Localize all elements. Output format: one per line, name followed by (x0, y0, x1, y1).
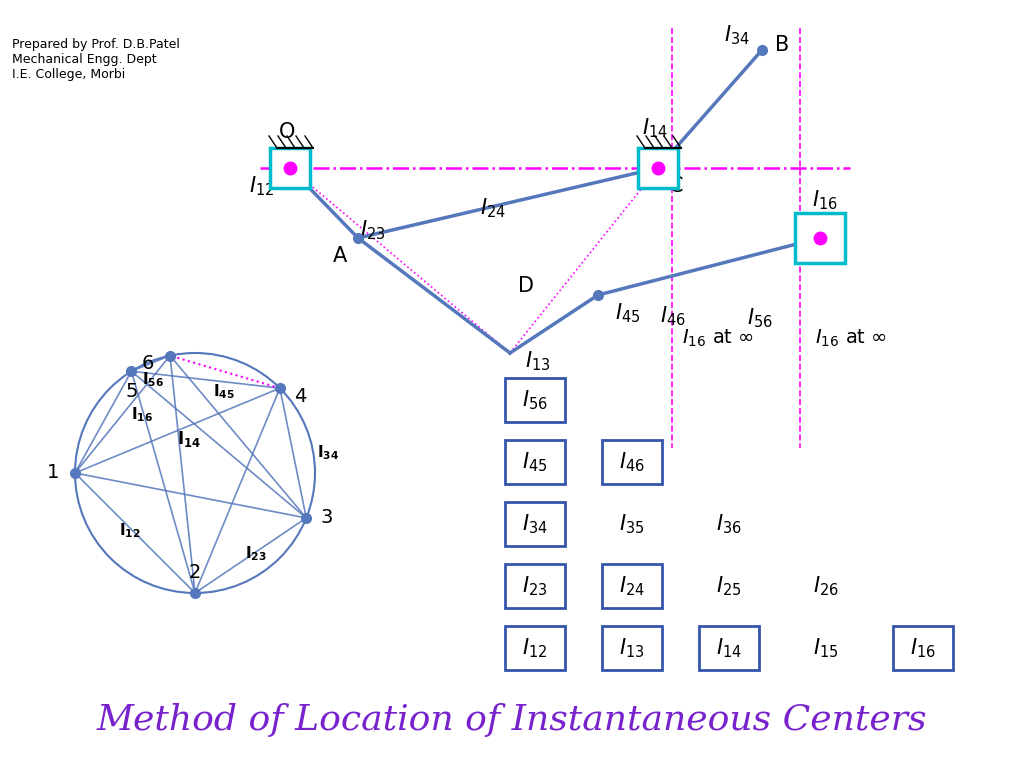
FancyBboxPatch shape (505, 440, 565, 484)
Text: $I_{16}$: $I_{16}$ (812, 188, 838, 212)
Text: $I_{35}$: $I_{35}$ (620, 512, 645, 536)
Text: $I_{16}\ \mathrm{at}\ \infty$: $I_{16}\ \mathrm{at}\ \infty$ (815, 327, 887, 349)
Text: $\mathbf{I_{34}}$: $\mathbf{I_{34}}$ (317, 444, 339, 462)
Text: $I_{15}$: $I_{15}$ (813, 636, 839, 660)
Text: 1: 1 (47, 464, 59, 482)
FancyBboxPatch shape (893, 626, 953, 670)
FancyBboxPatch shape (638, 148, 678, 188)
Text: 3: 3 (321, 508, 333, 528)
FancyBboxPatch shape (505, 378, 565, 422)
Text: $I_{56}$: $I_{56}$ (748, 306, 773, 329)
Text: Prepared by Prof. D.B.Patel
Mechanical Engg. Dept
I.E. College, Morbi: Prepared by Prof. D.B.Patel Mechanical E… (12, 38, 180, 81)
Text: 4: 4 (294, 386, 306, 406)
Text: $\mathbf{I_{23}}$: $\mathbf{I_{23}}$ (245, 544, 266, 563)
Text: $I_{14}$: $I_{14}$ (642, 116, 668, 140)
Text: $I_{16}\ \mathrm{at}\ \infty$: $I_{16}\ \mathrm{at}\ \infty$ (682, 327, 754, 349)
Text: $I_{13}$: $I_{13}$ (525, 349, 551, 372)
Text: $I_{26}$: $I_{26}$ (813, 574, 839, 598)
Text: $I_{14}$: $I_{14}$ (716, 636, 742, 660)
FancyBboxPatch shape (270, 148, 310, 188)
Text: $I_{34}$: $I_{34}$ (522, 512, 548, 536)
Text: $\mathbf{I_{14}}$: $\mathbf{I_{14}}$ (177, 429, 202, 449)
Text: A: A (333, 246, 347, 266)
FancyBboxPatch shape (699, 626, 759, 670)
FancyBboxPatch shape (505, 626, 565, 670)
Text: $I_{23}$: $I_{23}$ (360, 218, 386, 242)
Text: D: D (518, 276, 534, 296)
Text: $I_{25}$: $I_{25}$ (716, 574, 741, 598)
FancyBboxPatch shape (795, 213, 845, 263)
Text: $I_{46}$: $I_{46}$ (620, 450, 645, 474)
Text: C: C (669, 176, 683, 196)
FancyBboxPatch shape (602, 440, 662, 484)
Text: E: E (834, 240, 847, 260)
Text: $I_{24}$: $I_{24}$ (620, 574, 645, 598)
Text: $I_{34}$: $I_{34}$ (724, 23, 750, 47)
Text: Method of Location of Instantaneous Centers: Method of Location of Instantaneous Cent… (96, 703, 928, 737)
FancyBboxPatch shape (505, 502, 565, 546)
Text: $I_{45}$: $I_{45}$ (522, 450, 548, 474)
Text: $I_{56}$: $I_{56}$ (522, 388, 548, 412)
Text: 2: 2 (188, 564, 201, 582)
Text: $\mathbf{I_{12}}$: $\mathbf{I_{12}}$ (119, 521, 141, 541)
Text: $I_{16}$: $I_{16}$ (910, 636, 936, 660)
Text: $I_{24}$: $I_{24}$ (480, 196, 506, 220)
Text: $I_{36}$: $I_{36}$ (716, 512, 742, 536)
Text: $\mathbf{I_{45}}$: $\mathbf{I_{45}}$ (213, 382, 234, 401)
Text: $I_{46}$: $I_{46}$ (660, 304, 686, 328)
FancyBboxPatch shape (602, 564, 662, 608)
Text: $I_{12}$: $I_{12}$ (249, 174, 274, 198)
FancyBboxPatch shape (505, 564, 565, 608)
Text: B: B (775, 35, 790, 55)
Text: $\mathbf{I_{56}}$: $\mathbf{I_{56}}$ (141, 370, 164, 389)
Text: 6: 6 (142, 354, 155, 373)
Text: $\mathbf{I_{16}}$: $\mathbf{I_{16}}$ (131, 405, 153, 424)
Text: O: O (279, 122, 295, 142)
Text: $I_{23}$: $I_{23}$ (522, 574, 548, 598)
Text: 5: 5 (125, 382, 137, 401)
FancyBboxPatch shape (602, 626, 662, 670)
Text: $I_{12}$: $I_{12}$ (522, 636, 548, 660)
Text: $I_{13}$: $I_{13}$ (620, 636, 645, 660)
Text: $I_{45}$: $I_{45}$ (615, 301, 641, 325)
